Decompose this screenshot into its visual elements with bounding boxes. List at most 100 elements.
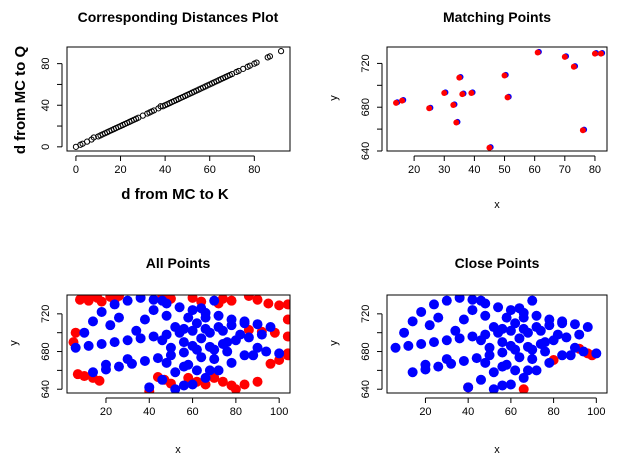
data-point (135, 295, 146, 303)
x-tick-label: 60 (186, 406, 198, 418)
data-point (144, 382, 155, 393)
data-point (152, 353, 163, 364)
data-point (480, 357, 491, 368)
data-point (456, 74, 463, 81)
x-tick-label: 30 (438, 164, 450, 176)
data-point (424, 320, 435, 331)
y-axis-label: d from MC to Q (12, 46, 29, 155)
data-point (518, 384, 529, 393)
x-tick-label: 40 (462, 406, 474, 418)
data-point (148, 305, 159, 316)
chart-title: Close Points (455, 255, 540, 271)
data-point (230, 384, 241, 393)
data-point (484, 342, 495, 353)
x-axis-label: x (175, 444, 181, 456)
data-point (407, 316, 418, 327)
data-point (471, 353, 482, 364)
data-point (453, 119, 460, 126)
data-point (501, 72, 508, 79)
data-point (148, 331, 159, 342)
data-point (122, 354, 133, 365)
data-point (282, 314, 290, 325)
data-point (428, 337, 439, 348)
y-tick-label: 720 (360, 305, 372, 323)
data-point (540, 346, 551, 357)
x-tick-label: 60 (529, 164, 541, 176)
x-tick-label: 0 (73, 164, 79, 176)
data-point (399, 97, 406, 104)
data-point (200, 312, 211, 323)
data-point (463, 382, 474, 393)
data-point (248, 350, 259, 361)
data-point (497, 380, 508, 391)
y-axis-label: y (8, 340, 20, 346)
data-point (579, 127, 586, 134)
data-point (544, 357, 555, 368)
data-point (226, 295, 237, 306)
data-point (113, 312, 124, 323)
x-tick-label: 80 (248, 164, 260, 176)
data-point (217, 295, 228, 304)
panel-close-points: Close Points x y 20 40 60 80 100 640 680 720 (328, 255, 608, 456)
y-tick-label: 640 (40, 380, 52, 398)
data-point (488, 384, 499, 393)
panel-corresponding-distances: Corresponding Distances Plot d from MC t… (12, 9, 291, 203)
data-point (569, 319, 580, 330)
data-point (488, 322, 499, 333)
data-point (243, 332, 254, 343)
data-point (252, 376, 263, 387)
data-point (178, 380, 189, 391)
data-point (139, 314, 150, 325)
data-point (468, 89, 475, 96)
data-point (200, 372, 211, 383)
data-point (531, 310, 542, 321)
data-point (135, 333, 146, 344)
data-point (531, 365, 542, 376)
data-point (178, 347, 189, 358)
data-point (282, 299, 290, 310)
data-point (282, 350, 290, 361)
y-tick-label: 0 (40, 144, 52, 150)
data-point (226, 357, 237, 368)
data-point (113, 361, 124, 372)
data-point (252, 295, 263, 305)
data-point (504, 94, 511, 101)
points-layer (68, 295, 290, 393)
data-point (441, 335, 452, 346)
data-point (217, 325, 228, 336)
data-point (484, 350, 495, 361)
data-point (514, 333, 525, 344)
data-point (574, 329, 585, 340)
x-tick-label: 100 (270, 406, 288, 418)
x-tick-label: 40 (468, 164, 480, 176)
data-point (96, 339, 107, 349)
data-point (441, 89, 448, 96)
data-point (196, 333, 207, 344)
data-point (105, 320, 116, 331)
data-point (161, 310, 172, 321)
data-point (505, 305, 516, 316)
data-point (109, 299, 120, 310)
y-tick-label: 80 (40, 58, 52, 70)
data-point (578, 346, 589, 357)
data-point (174, 302, 185, 313)
data-point (420, 359, 431, 370)
data-point (274, 300, 285, 311)
data-point (70, 327, 81, 338)
data-point (467, 295, 478, 305)
data-point (196, 352, 207, 363)
x-tick-label: 20 (100, 406, 112, 418)
data-point (256, 329, 267, 340)
x-tick-label: 20 (419, 406, 431, 418)
data-point (540, 337, 551, 348)
data-point (122, 295, 133, 306)
data-point (165, 350, 176, 361)
data-point (239, 379, 250, 390)
x-tick-label: 60 (505, 406, 517, 418)
x-tick-label: 80 (589, 164, 601, 176)
plot-frame (66, 46, 291, 152)
plot-frame (66, 294, 291, 394)
data-point (450, 102, 457, 109)
x-axis-label: x (494, 199, 500, 211)
data-point (458, 355, 469, 366)
